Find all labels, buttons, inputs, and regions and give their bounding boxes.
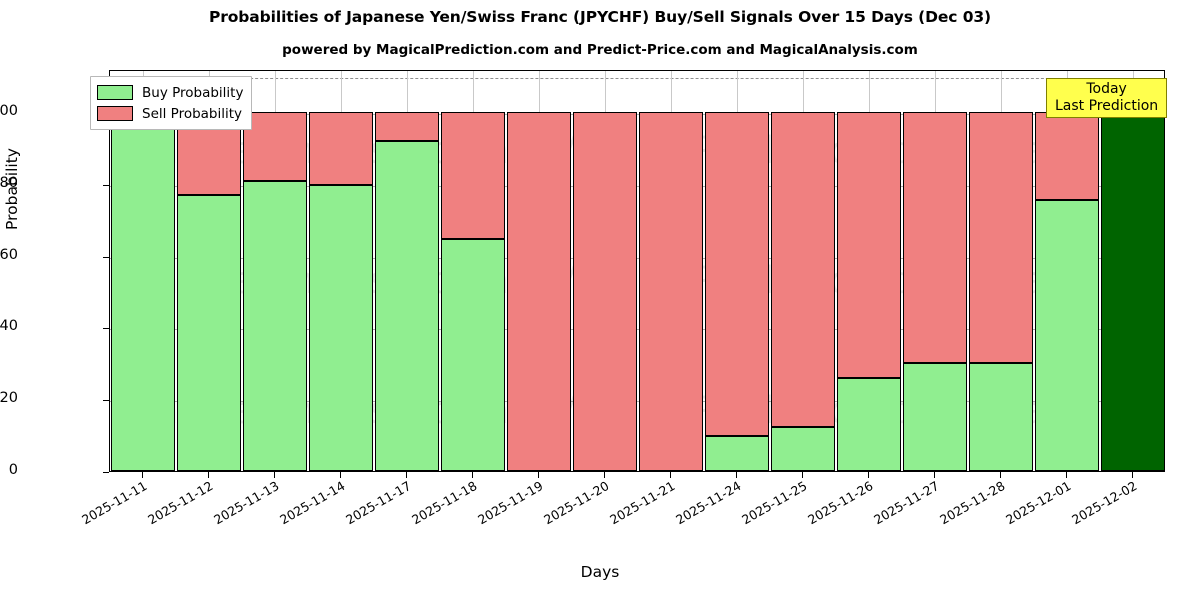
y-axis-tick-0: 0 [8,462,18,478]
bar-2025-11-21[interactable] [639,71,703,471]
x-tick-mark [604,472,605,478]
bar-segment-buy [771,426,835,471]
x-tick-mark [1066,472,1067,478]
bar-segment-sell [837,112,901,379]
x-tick-mark [208,472,209,478]
x-tick-mark [934,472,935,478]
bar-segment-buy [903,363,967,471]
bar-2025-11-11[interactable] [111,71,175,471]
y-axis-label: Probability [3,148,21,230]
bar-segment-buy [177,195,241,471]
bar-2025-11-20[interactable] [573,71,637,471]
x-tick-mark [274,472,275,478]
bar-segment-buy [441,239,505,471]
bar-segment-sell [243,112,307,181]
today-annotation-line2: Last Prediction [1055,97,1159,114]
bar-segment-sell [507,112,571,471]
bar-2025-11-28[interactable] [969,71,1033,471]
plot-area: MagicalAnalysis.comMagicalPrediction.com… [109,70,1165,472]
bar-segment-buy [705,436,769,471]
x-tick-mark [670,472,671,478]
bar-2025-11-26[interactable] [837,71,901,471]
bar-2025-11-24[interactable] [705,71,769,471]
bar-segment-buy [837,378,901,471]
x-tick-mark [868,472,869,478]
bar-segment-buy [309,184,373,471]
bar-segment-sell [375,112,439,142]
bar-segment-buy [243,180,307,471]
x-tick-mark [472,472,473,478]
bar-segment-buy [969,363,1033,471]
today-annotation-line1: Today [1086,81,1127,97]
bar-2025-11-13[interactable] [243,71,307,471]
legend-item-buy: Buy Probability [97,82,243,103]
x-tick-mark [1132,472,1133,478]
bar-segment-sell [639,112,703,471]
x-tick-mark [538,472,539,478]
x-tick-mark [142,472,143,478]
gridline-y-80 [110,185,1164,187]
bar-2025-12-01[interactable] [1035,71,1099,471]
legend-label-buy: Buy Probability [142,84,244,101]
bar-segment-sell [441,112,505,240]
y-axis-tick-80: 80 [0,174,18,191]
bar-2025-11-25[interactable] [771,71,835,471]
bar-2025-12-02[interactable] [1101,71,1164,471]
y-tick-mark [103,256,109,258]
x-tick-mark [1000,472,1001,478]
y-tick-mark [103,184,109,186]
bar-segment-sell [309,112,373,185]
y-axis-tick-40: 40 [0,318,18,335]
x-tick-mark [736,472,737,478]
y-axis-tick-100: 100 [0,103,18,120]
bar-segment-today [1101,112,1164,471]
gridline-y-40 [110,329,1164,331]
bar-segment-buy [1035,200,1099,471]
chart-title: Probabilities of Japanese Yen/Swiss Fran… [208,8,992,26]
chart-legend: Buy Probability Sell Probability [90,76,253,130]
legend-swatch-sell [97,106,133,121]
x-axis-label: Days [580,563,620,581]
y-axis-tick-20: 20 [0,390,18,407]
gridline-y-60 [110,257,1164,259]
y-tick-mark [103,328,109,330]
today-annotation: Today Last Prediction [1046,78,1168,119]
y-tick-mark [103,400,109,402]
bar-segment-sell [903,112,967,364]
bar-2025-11-18[interactable] [441,71,505,471]
legend-item-sell: Sell Probability [97,103,243,124]
bar-2025-11-27[interactable] [903,71,967,471]
bar-segment-sell [573,112,637,471]
reference-dashed-line [110,78,1164,80]
bar-2025-11-12[interactable] [177,71,241,471]
y-axis-tick-60: 60 [0,246,18,263]
x-tick-mark [340,472,341,478]
bar-2025-11-17[interactable] [375,71,439,471]
gridline-y-20 [110,401,1164,403]
bar-segment-buy [111,112,175,471]
bar-segment-sell [1035,112,1099,201]
x-tick-mark [406,472,407,478]
gridline-y-100 [110,114,1164,116]
bar-segment-sell [771,112,835,427]
chart-subtitle: powered by MagicalPrediction.com and Pre… [282,42,918,58]
bar-segment-buy [375,141,439,471]
legend-swatch-buy [97,85,133,100]
bar-segment-sell [705,112,769,437]
legend-label-sell: Sell Probability [142,105,243,122]
bar-segment-sell [969,112,1033,364]
x-tick-mark [802,472,803,478]
bar-2025-11-14[interactable] [309,71,373,471]
y-tick-mark [103,472,109,473]
bar-2025-11-19[interactable] [507,71,571,471]
